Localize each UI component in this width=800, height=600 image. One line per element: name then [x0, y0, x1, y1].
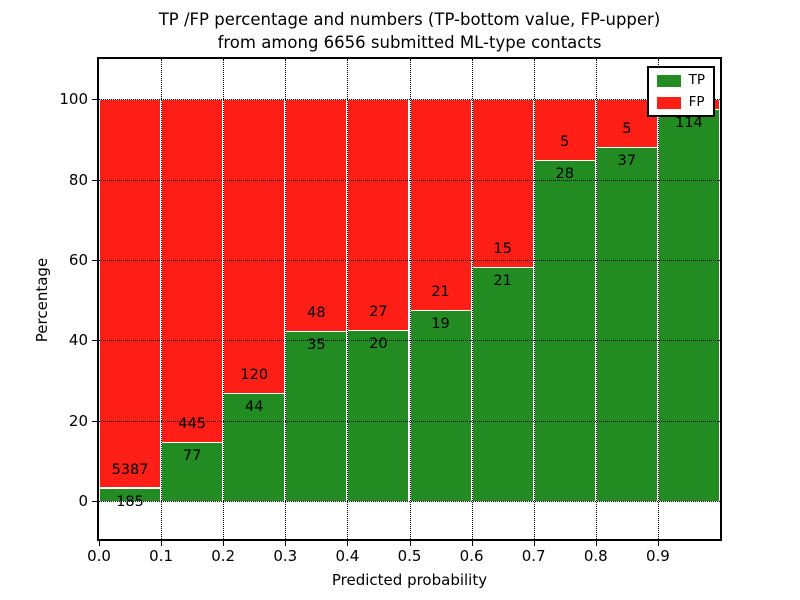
y-tick-mark	[92, 500, 97, 502]
legend-label-fp: FP	[688, 94, 705, 110]
legend-item-tp: TP	[656, 72, 705, 88]
x-tick-mark	[161, 541, 163, 546]
bar-segment-fp	[533, 99, 596, 161]
fp-count-label: 5	[560, 134, 570, 151]
fp-count-label: 5	[622, 120, 632, 137]
fp-count-label: 48	[307, 305, 326, 322]
bar-segment-fp	[409, 99, 472, 311]
bar-segment-tp	[347, 329, 410, 501]
tp-count-label: 35	[307, 337, 326, 354]
x-tick-label: 0.6	[459, 547, 484, 565]
fp-count-label: 445	[178, 415, 206, 432]
y-tick-label: 100	[59, 90, 88, 109]
tp-count-label: 114	[675, 115, 703, 132]
gridline-vertical	[285, 59, 287, 539]
x-tick-mark	[285, 541, 287, 546]
x-tick-label: 0.8	[583, 547, 608, 565]
x-tick-mark	[223, 541, 225, 546]
gridline-vertical	[595, 59, 597, 539]
tp-count-label: 19	[431, 316, 450, 333]
y-tick-mark	[92, 179, 97, 181]
x-tick-label: 0.3	[273, 547, 298, 565]
x-tick-mark	[595, 541, 597, 546]
chart-title-line2: from among 6656 submitted ML-type contac…	[217, 33, 602, 52]
gridline-horizontal	[99, 420, 720, 422]
x-tick-label: 0.0	[87, 547, 111, 565]
x-tick-mark	[657, 541, 659, 546]
x-tick-mark	[533, 541, 535, 546]
gridline-vertical	[161, 59, 163, 539]
fp-count-label: 120	[240, 367, 269, 384]
x-tick-mark	[99, 541, 100, 546]
bar-segment-fp	[347, 99, 410, 330]
y-tick-label: 20	[68, 411, 88, 430]
tp-count-label: 77	[182, 447, 202, 464]
gridline-vertical	[657, 59, 659, 539]
tp-count-label: 44	[245, 399, 264, 416]
fp-swatch-icon	[656, 96, 681, 109]
fp-count-label: 21	[431, 284, 450, 301]
x-tick-mark	[409, 541, 411, 546]
y-axis-label: Percentage	[33, 257, 51, 343]
x-axis-label: Predicted probability	[331, 571, 488, 589]
bar-segment-tp	[657, 109, 720, 501]
bar-segment-tp	[161, 441, 224, 501]
gridline-horizontal	[99, 500, 720, 502]
gridline-horizontal	[99, 179, 720, 181]
y-tick-label: 80	[68, 170, 88, 189]
chart-title-line1: TP /FP percentage and numbers (TP-bottom…	[158, 10, 661, 29]
y-tick-label: 60	[68, 250, 88, 269]
bar-segment-fp	[161, 99, 224, 442]
fp-count-label: 5387	[111, 461, 149, 478]
bar-segment-tp	[409, 310, 472, 501]
legend-label-tp: TP	[688, 72, 705, 88]
x-tick-mark	[347, 541, 349, 546]
legend-item-fp: FP	[656, 94, 705, 110]
gridline-vertical	[347, 59, 349, 539]
bar-segment-tp	[533, 160, 596, 501]
tp-count-label: 20	[369, 335, 388, 352]
y-tick-label: 0	[78, 491, 88, 510]
tp-count-label: 28	[555, 166, 574, 183]
legend: TP FP	[646, 66, 715, 117]
x-tick-label: 0.9	[645, 547, 670, 565]
x-tick-label: 0.7	[521, 547, 546, 565]
fp-count-label: 15	[493, 240, 512, 257]
gridline-vertical	[223, 59, 225, 539]
gridline-horizontal	[99, 99, 720, 101]
x-tick-label: 0.4	[335, 547, 360, 565]
y-tick-label: 40	[68, 331, 88, 350]
x-tick-mark	[471, 541, 473, 546]
bar-segment-tp	[595, 146, 658, 501]
chart-title: TP /FP percentage and numbers (TP-bottom…	[99, 8, 720, 54]
bar-segment-tp	[223, 393, 286, 501]
bar-segment-tp	[99, 487, 162, 501]
tp-count-label: 185	[116, 493, 144, 510]
tp-count-label: 37	[617, 152, 637, 169]
tp-count-label: 21	[493, 272, 512, 289]
gridline-horizontal	[99, 259, 720, 261]
bar-segment-fp	[223, 99, 286, 394]
gridline-horizontal	[99, 340, 720, 342]
gridline-vertical	[471, 59, 473, 539]
gridline-vertical	[533, 59, 535, 539]
x-tick-label: 0.2	[211, 547, 236, 565]
bar-segment-fp	[285, 99, 348, 332]
x-tick-label: 0.1	[149, 547, 174, 565]
bar-segment-fp	[99, 99, 162, 488]
x-tick-label: 0.5	[397, 547, 422, 565]
y-tick-mark	[92, 420, 97, 422]
gridline-vertical	[409, 59, 411, 539]
y-tick-mark	[92, 99, 97, 101]
y-tick-mark	[92, 259, 97, 261]
bar-segment-tp	[471, 266, 534, 501]
bar-segment-tp	[285, 331, 348, 501]
tp-swatch-icon	[656, 74, 681, 87]
y-tick-mark	[92, 340, 97, 342]
plot-inner: 5387 185 445 77 120 44 48 35 27 20 21 19 15 21 5 28 5 37 1…	[99, 59, 720, 539]
plot-area: 5387 185 445 77 120 44 48 35 27 20 21 19 15 21 5 28 5 37 1…	[97, 57, 722, 541]
fp-count-label: 27	[369, 303, 388, 320]
